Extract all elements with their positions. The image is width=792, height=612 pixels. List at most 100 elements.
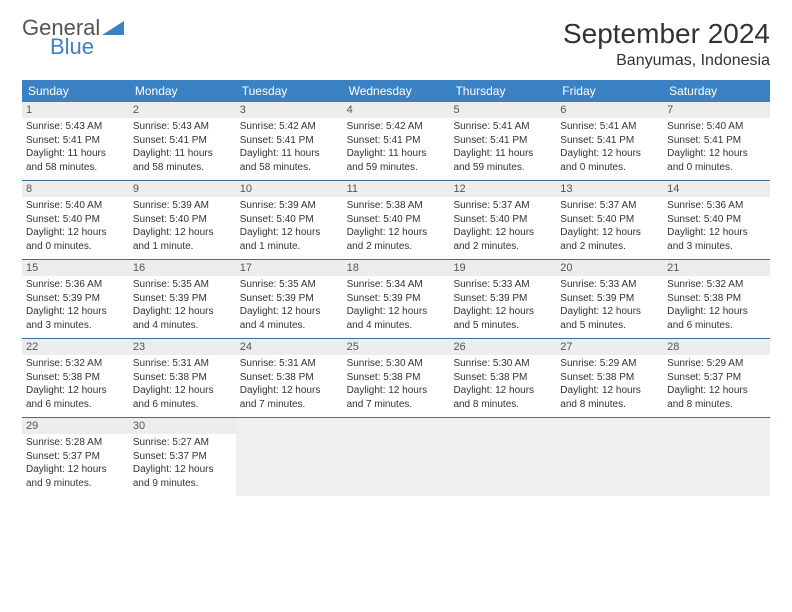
day-info: Sunrise: 5:32 AMSunset: 5:38 PMDaylight:… bbox=[667, 278, 766, 332]
location-label: Banyumas, Indonesia bbox=[563, 52, 770, 70]
calendar-cell: 9 Sunrise: 5:39 AMSunset: 5:40 PMDaylight… bbox=[129, 181, 236, 259]
calendar-cell: 26 Sunrise: 5:30 AMSunset: 5:38 PMDayligh… bbox=[449, 339, 556, 417]
calendar-week: 29 Sunrise: 5:28 AMSunset: 5:37 PMDayligh… bbox=[22, 417, 770, 496]
calendar-cell: 17 Sunrise: 5:35 AMSunset: 5:39 PMDayligh… bbox=[236, 260, 343, 338]
day-info: Sunrise: 5:31 AMSunset: 5:38 PMDaylight:… bbox=[133, 357, 232, 411]
day-info: Sunrise: 5:39 AMSunset: 5:40 PMDaylight:… bbox=[240, 199, 339, 253]
day-number: 4 bbox=[343, 102, 450, 118]
day-info: Sunrise: 5:40 AMSunset: 5:40 PMDaylight:… bbox=[26, 199, 125, 253]
calendar-week: 1Sunrise: 5:43 AMSunset: 5:41 PMDaylight… bbox=[22, 102, 770, 180]
day-header: Friday bbox=[556, 80, 663, 102]
logo-text: General Blue bbox=[22, 18, 124, 58]
day-info: Sunrise: 5:43 AMSunset: 5:41 PMDaylight:… bbox=[26, 120, 125, 174]
calendar-cell: 2 Sunrise: 5:43 AMSunset: 5:41 PMDaylight… bbox=[129, 102, 236, 180]
day-number: 19 bbox=[449, 260, 556, 276]
day-info: Sunrise: 5:36 AMSunset: 5:40 PMDaylight:… bbox=[667, 199, 766, 253]
day-number: 22 bbox=[22, 339, 129, 355]
calendar-cell: 27Sunrise: 5:29 AMSunset: 5:38 PMDayligh… bbox=[556, 339, 663, 417]
header: General Blue September 2024 Banyumas, In… bbox=[22, 18, 770, 70]
calendar-cell: 1Sunrise: 5:43 AMSunset: 5:41 PMDaylight… bbox=[22, 102, 129, 180]
day-header: Sunday bbox=[22, 80, 129, 102]
calendar-cell: 11 Sunrise: 5:38 AMSunset: 5:40 PMDayligh… bbox=[343, 181, 450, 259]
calendar-cell bbox=[663, 418, 770, 496]
calendar: SundayMondayTuesdayWednesdayThursdayFrid… bbox=[22, 80, 770, 496]
day-number: 23 bbox=[129, 339, 236, 355]
day-number: 26 bbox=[449, 339, 556, 355]
calendar-cell: 8Sunrise: 5:40 AMSunset: 5:40 PMDaylight… bbox=[22, 181, 129, 259]
calendar-cell: 18 Sunrise: 5:34 AMSunset: 5:39 PMDayligh… bbox=[343, 260, 450, 338]
calendar-cell: 5 Sunrise: 5:41 AMSunset: 5:41 PMDaylight… bbox=[449, 102, 556, 180]
day-number: 16 bbox=[129, 260, 236, 276]
day-header: Monday bbox=[129, 80, 236, 102]
calendar-cell bbox=[556, 418, 663, 496]
calendar-week: 15Sunrise: 5:36 AMSunset: 5:39 PMDayligh… bbox=[22, 259, 770, 338]
day-info: Sunrise: 5:31 AMSunset: 5:38 PMDaylight:… bbox=[240, 357, 339, 411]
calendar-cell: 21 Sunrise: 5:32 AMSunset: 5:38 PMDayligh… bbox=[663, 260, 770, 338]
calendar-cell: 14 Sunrise: 5:36 AMSunset: 5:40 PMDayligh… bbox=[663, 181, 770, 259]
day-info: Sunrise: 5:43 AMSunset: 5:41 PMDaylight:… bbox=[133, 120, 232, 174]
calendar-cell: 7Sunrise: 5:40 AMSunset: 5:41 PMDaylight… bbox=[663, 102, 770, 180]
day-number: 30 bbox=[129, 418, 236, 434]
day-number: 25 bbox=[343, 339, 450, 355]
calendar-cell: 3 Sunrise: 5:42 AMSunset: 5:41 PMDaylight… bbox=[236, 102, 343, 180]
day-number: 17 bbox=[236, 260, 343, 276]
day-number: 28 bbox=[663, 339, 770, 355]
calendar-cell: 22 Sunrise: 5:32 AMSunset: 5:38 PMDayligh… bbox=[22, 339, 129, 417]
day-info: Sunrise: 5:42 AMSunset: 5:41 PMDaylight:… bbox=[347, 120, 446, 174]
day-info: Sunrise: 5:40 AMSunset: 5:41 PMDaylight:… bbox=[667, 120, 766, 174]
calendar-cell: 19Sunrise: 5:33 AMSunset: 5:39 PMDayligh… bbox=[449, 260, 556, 338]
day-info: Sunrise: 5:32 AMSunset: 5:38 PMDaylight:… bbox=[26, 357, 125, 411]
day-number: 13 bbox=[556, 181, 663, 197]
logo-triangle-icon bbox=[102, 21, 124, 35]
day-info: Sunrise: 5:42 AMSunset: 5:41 PMDaylight:… bbox=[240, 120, 339, 174]
day-info: Sunrise: 5:28 AMSunset: 5:37 PMDaylight:… bbox=[26, 436, 125, 490]
calendar-week: 8Sunrise: 5:40 AMSunset: 5:40 PMDaylight… bbox=[22, 180, 770, 259]
calendar-cell: 24Sunrise: 5:31 AMSunset: 5:38 PMDayligh… bbox=[236, 339, 343, 417]
calendar-cell: 16Sunrise: 5:35 AMSunset: 5:39 PMDayligh… bbox=[129, 260, 236, 338]
day-number: 3 bbox=[236, 102, 343, 118]
logo-word-b: Blue bbox=[50, 37, 124, 58]
day-info: Sunrise: 5:37 AMSunset: 5:40 PMDaylight:… bbox=[560, 199, 659, 253]
day-info: Sunrise: 5:35 AMSunset: 5:39 PMDaylight:… bbox=[240, 278, 339, 332]
day-number: 9 bbox=[129, 181, 236, 197]
logo: General Blue bbox=[22, 18, 124, 58]
day-info: Sunrise: 5:37 AMSunset: 5:40 PMDaylight:… bbox=[453, 199, 552, 253]
day-info: Sunrise: 5:29 AMSunset: 5:38 PMDaylight:… bbox=[560, 357, 659, 411]
calendar-cell: 20Sunrise: 5:33 AMSunset: 5:39 PMDayligh… bbox=[556, 260, 663, 338]
day-info: Sunrise: 5:30 AMSunset: 5:38 PMDaylight:… bbox=[347, 357, 446, 411]
calendar-week: 22 Sunrise: 5:32 AMSunset: 5:38 PMDayligh… bbox=[22, 338, 770, 417]
calendar-cell: 4 Sunrise: 5:42 AMSunset: 5:41 PMDaylight… bbox=[343, 102, 450, 180]
day-number: 20 bbox=[556, 260, 663, 276]
calendar-cell: 23 Sunrise: 5:31 AMSunset: 5:38 PMDayligh… bbox=[129, 339, 236, 417]
day-info: Sunrise: 5:36 AMSunset: 5:39 PMDaylight:… bbox=[26, 278, 125, 332]
calendar-cell bbox=[236, 418, 343, 496]
day-headers-row: SundayMondayTuesdayWednesdayThursdayFrid… bbox=[22, 80, 770, 102]
calendar-cell bbox=[343, 418, 450, 496]
day-info: Sunrise: 5:41 AMSunset: 5:41 PMDaylight:… bbox=[453, 120, 552, 174]
calendar-cell: 10 Sunrise: 5:39 AMSunset: 5:40 PMDayligh… bbox=[236, 181, 343, 259]
calendar-cell: 28Sunrise: 5:29 AMSunset: 5:37 PMDayligh… bbox=[663, 339, 770, 417]
day-number: 10 bbox=[236, 181, 343, 197]
day-info: Sunrise: 5:34 AMSunset: 5:39 PMDaylight:… bbox=[347, 278, 446, 332]
day-info: Sunrise: 5:41 AMSunset: 5:41 PMDaylight:… bbox=[560, 120, 659, 174]
day-info: Sunrise: 5:39 AMSunset: 5:40 PMDaylight:… bbox=[133, 199, 232, 253]
day-number: 5 bbox=[449, 102, 556, 118]
day-header: Thursday bbox=[449, 80, 556, 102]
calendar-cell: 25 Sunrise: 5:30 AMSunset: 5:38 PMDayligh… bbox=[343, 339, 450, 417]
day-info: Sunrise: 5:38 AMSunset: 5:40 PMDaylight:… bbox=[347, 199, 446, 253]
day-info: Sunrise: 5:30 AMSunset: 5:38 PMDaylight:… bbox=[453, 357, 552, 411]
month-title: September 2024 bbox=[563, 18, 770, 50]
title-block: September 2024 Banyumas, Indonesia bbox=[563, 18, 770, 70]
day-number: 18 bbox=[343, 260, 450, 276]
day-number: 29 bbox=[22, 418, 129, 434]
day-number: 11 bbox=[343, 181, 450, 197]
day-number: 2 bbox=[129, 102, 236, 118]
day-header: Tuesday bbox=[236, 80, 343, 102]
day-number: 21 bbox=[663, 260, 770, 276]
day-number: 14 bbox=[663, 181, 770, 197]
calendar-cell: 29 Sunrise: 5:28 AMSunset: 5:37 PMDayligh… bbox=[22, 418, 129, 496]
calendar-cell: 13 Sunrise: 5:37 AMSunset: 5:40 PMDayligh… bbox=[556, 181, 663, 259]
calendar-cell bbox=[449, 418, 556, 496]
calendar-cell: 15Sunrise: 5:36 AMSunset: 5:39 PMDayligh… bbox=[22, 260, 129, 338]
day-header: Saturday bbox=[663, 80, 770, 102]
